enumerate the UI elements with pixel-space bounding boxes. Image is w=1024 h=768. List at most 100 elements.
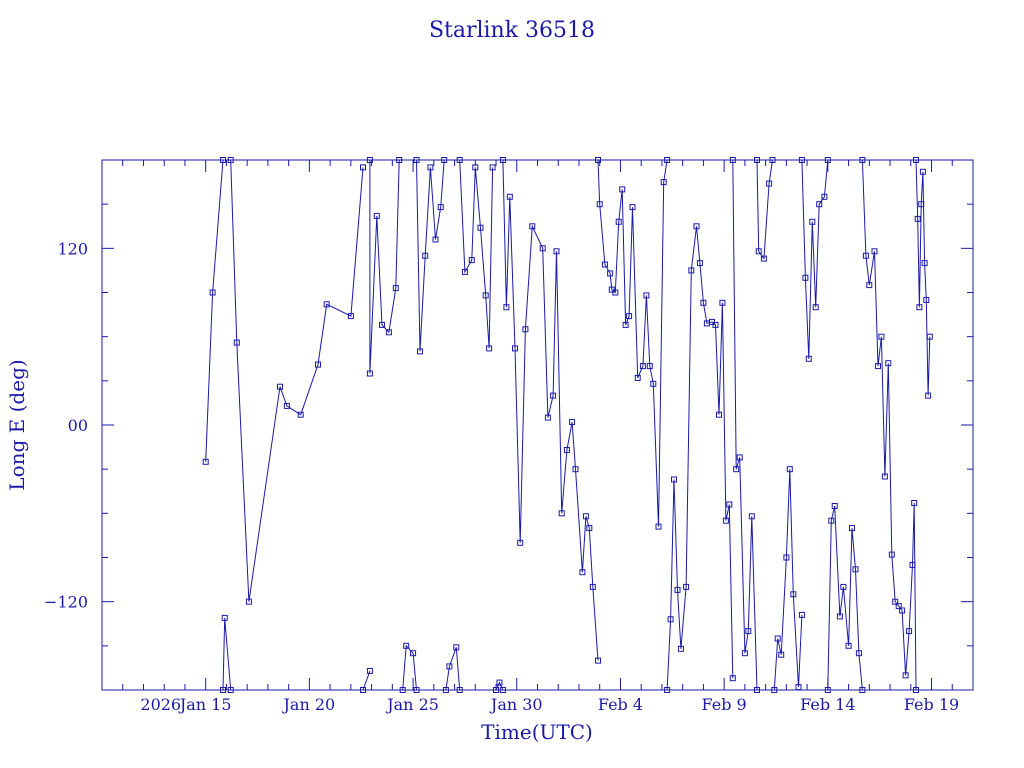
data-point (760, 255, 767, 262)
data-point (726, 501, 733, 508)
data-point (786, 466, 793, 473)
x-axis-label: Time(UTC) (481, 720, 593, 744)
series-line (445, 647, 461, 691)
data-point (849, 525, 855, 532)
series-line (459, 159, 494, 349)
data-point (529, 223, 536, 230)
data-point (629, 204, 636, 211)
axis-ticks (101, 159, 974, 691)
data-point (923, 296, 930, 303)
data-point (798, 611, 805, 618)
data-point (921, 260, 928, 267)
data-point (626, 313, 633, 320)
data-point (866, 282, 873, 289)
data-point (586, 525, 593, 532)
data-point (919, 168, 926, 175)
data-point (736, 454, 743, 461)
data-point (778, 651, 785, 658)
data-point (712, 321, 719, 328)
data-point (845, 642, 852, 649)
data-point (283, 402, 290, 409)
data-point (755, 248, 762, 255)
data-point (366, 667, 373, 674)
series-line (230, 159, 364, 602)
data-point (821, 193, 828, 200)
data-point (427, 164, 434, 171)
data-point (360, 164, 366, 171)
data-point (745, 628, 752, 635)
data-point (634, 374, 641, 381)
x-tick-label: Feb 14 (800, 695, 855, 714)
data-point (403, 642, 410, 649)
data-point (482, 292, 489, 299)
data-point (453, 644, 460, 651)
data-point (489, 164, 496, 171)
data-point (385, 329, 392, 336)
data-point (650, 380, 657, 387)
plot-frame (101, 159, 974, 691)
data-point (671, 476, 677, 483)
data-point (410, 650, 417, 657)
data-point (579, 569, 586, 576)
data-point (840, 583, 847, 590)
data-point (417, 348, 423, 355)
series-line (827, 505, 863, 691)
data-point (733, 466, 740, 473)
data-point (446, 663, 453, 670)
x-tick-label: Jan 30 (489, 695, 543, 714)
data-point (871, 248, 878, 255)
series-line (362, 670, 371, 691)
data-point (674, 586, 681, 593)
data-point (918, 201, 925, 208)
data-point (643, 292, 650, 299)
data-point (729, 675, 736, 682)
data-point (569, 419, 576, 426)
y-axis-label: Long E (deg) (5, 359, 29, 490)
data-point (802, 274, 809, 281)
data-point (790, 591, 797, 598)
y-tick-label: 120 (57, 239, 88, 258)
data-point (563, 447, 570, 453)
x-tick-label: Jan 15 (178, 695, 232, 714)
data-point (522, 326, 529, 333)
data-point (607, 270, 614, 277)
data-point (902, 672, 909, 679)
data-point (379, 321, 385, 328)
data-point (660, 179, 667, 186)
data-point (655, 523, 662, 530)
data-point (855, 650, 862, 657)
data-point (809, 218, 816, 225)
data-point (716, 411, 722, 418)
data-point (209, 289, 216, 296)
data-point (816, 201, 823, 208)
x-tick-label: Feb 4 (598, 695, 643, 714)
data-point (432, 236, 439, 243)
x-tick-label: 2026 (140, 695, 181, 714)
series-line (801, 159, 829, 359)
data-point (774, 635, 781, 642)
data-point (601, 261, 608, 268)
data-point (831, 503, 838, 509)
data-point (589, 583, 596, 590)
data-point (373, 212, 380, 219)
data-point (347, 313, 354, 320)
data-point (277, 383, 283, 390)
data-point (925, 392, 932, 399)
data-point (916, 304, 923, 311)
data-point (503, 304, 510, 311)
data-point (885, 360, 892, 367)
data-point (646, 363, 653, 370)
data-point (517, 539, 524, 546)
data-point (911, 500, 918, 506)
series-line (416, 159, 445, 352)
data-point (572, 466, 579, 473)
data-point (639, 363, 646, 370)
series-line (666, 226, 734, 691)
data-point (595, 657, 601, 664)
data-point (323, 301, 330, 308)
data-point (558, 510, 565, 517)
data-point (461, 268, 468, 275)
data-point (202, 458, 209, 465)
data-point (550, 392, 557, 399)
